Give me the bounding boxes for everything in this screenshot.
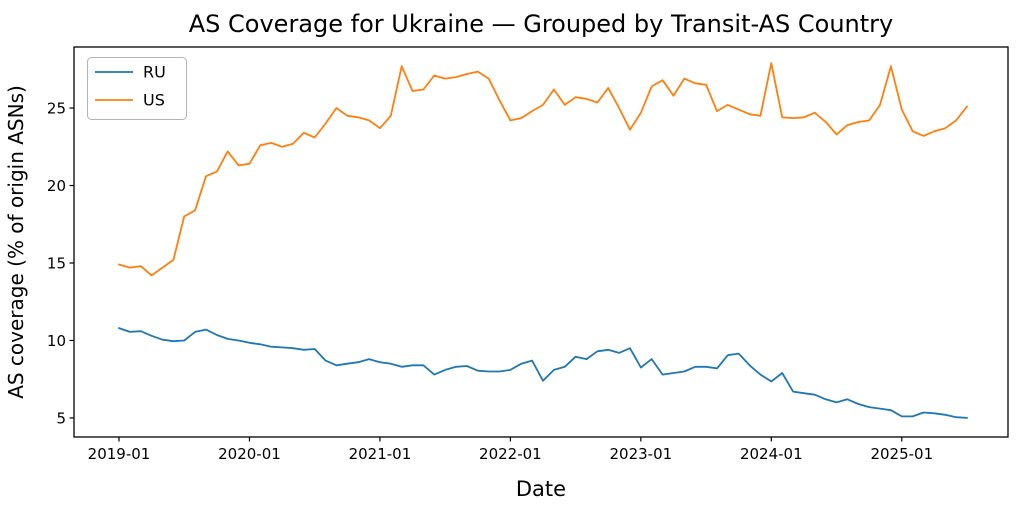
plot-area: 5 10 15 20 25 2019-01 2020-01 2021-01 2022-01 202…	[47, 46, 1009, 463]
legend-label-ru: RU	[143, 63, 166, 82]
plot-frame	[73, 46, 1009, 438]
x-tick-label: 2022-01	[479, 445, 542, 463]
x-tick-label: 2021-01	[349, 445, 412, 463]
y-tick-label: 5	[56, 409, 66, 427]
series-line-us	[118, 62, 968, 277]
x-axis-label: Date	[516, 477, 566, 501]
y-tick-label: 25	[47, 100, 66, 118]
x-tick-label: 2019-01	[88, 445, 151, 463]
legend: RU US	[87, 57, 187, 120]
y-tick-label: 15	[47, 254, 66, 272]
x-tick-label: 2025-01	[870, 445, 933, 463]
series-line-ru	[118, 327, 968, 419]
y-tick-label: 10	[47, 332, 66, 350]
chart-title: AS Coverage for Ukraine — Grouped by Tra…	[189, 10, 893, 38]
legend-label-us: US	[143, 91, 165, 110]
x-tick-label: 2024-01	[740, 445, 803, 463]
y-tick-label: 20	[47, 177, 66, 195]
x-tick-label: 2020-01	[218, 445, 281, 463]
legend-box	[87, 57, 187, 120]
y-axis-label: AS coverage (% of origin ASNs)	[4, 85, 28, 399]
x-tick-label: 2023-01	[610, 445, 673, 463]
